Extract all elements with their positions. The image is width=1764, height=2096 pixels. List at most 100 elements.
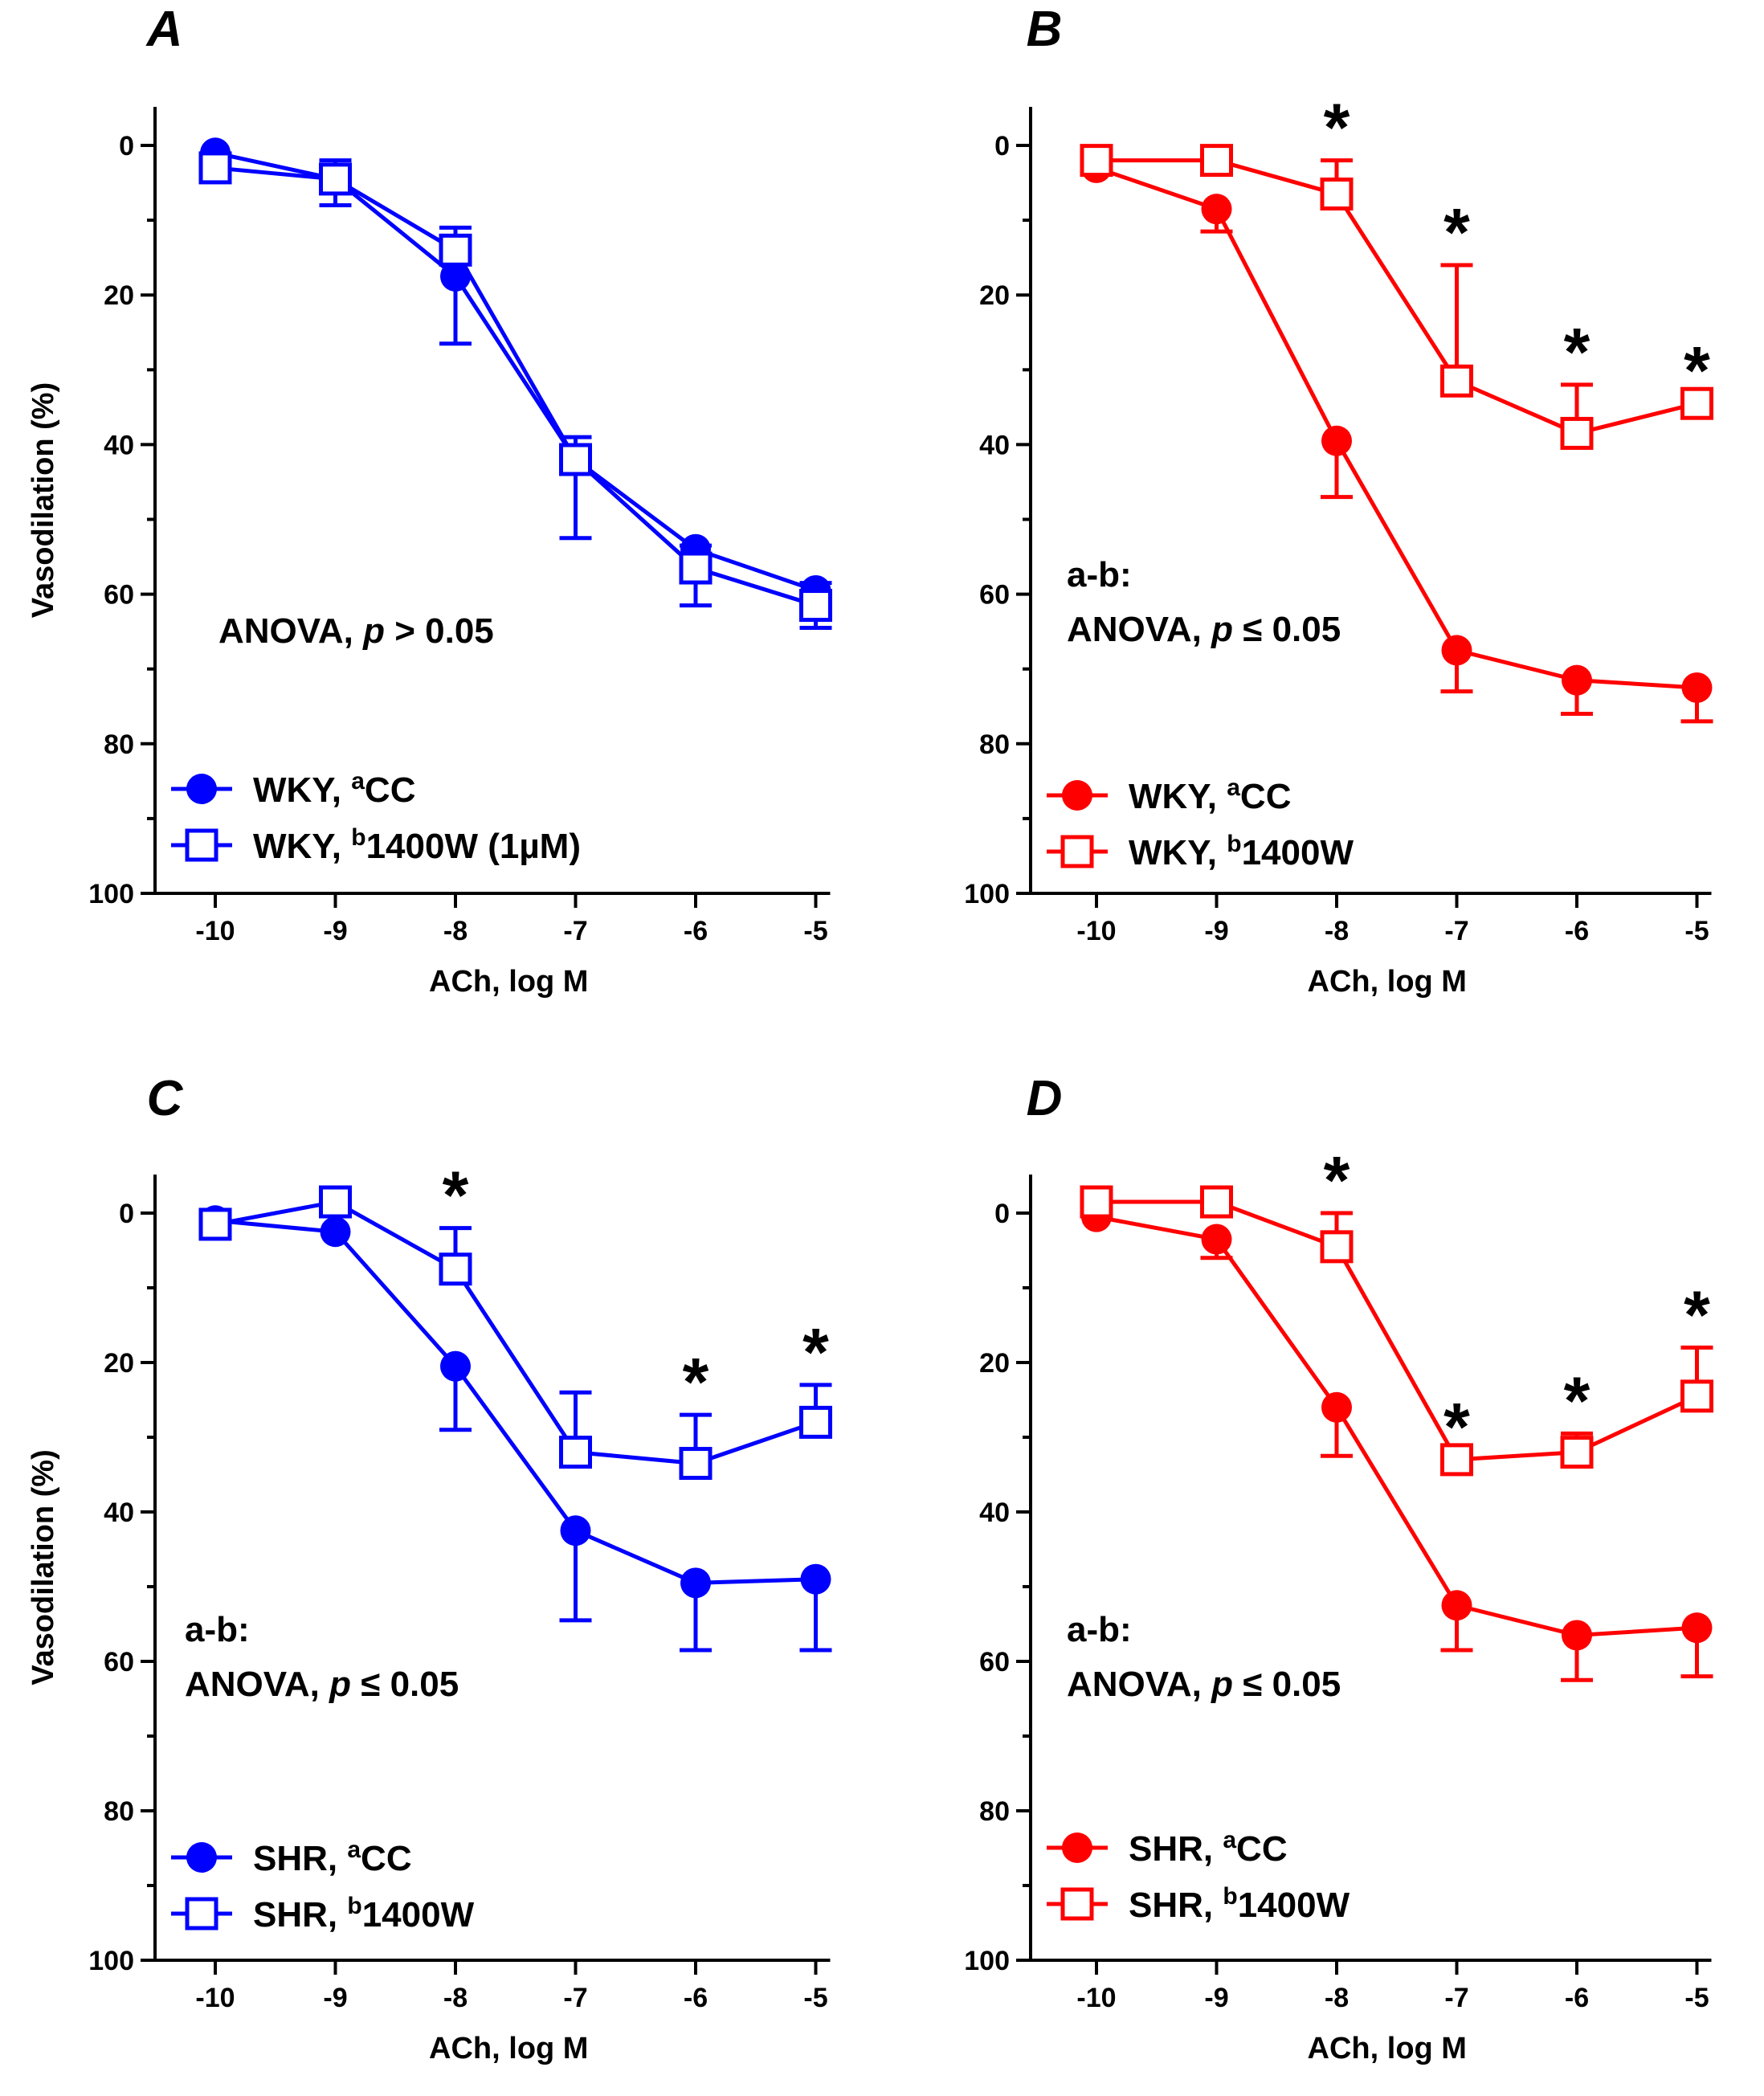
y-tick-label: 60 [979, 580, 1010, 611]
legend-marker [1060, 1887, 1094, 1921]
y-tick-label: 100 [964, 1946, 1010, 1976]
data-point [1680, 386, 1713, 420]
y-tick-label: 60 [979, 1647, 1010, 1677]
x-tick-label: -5 [1684, 916, 1709, 946]
legend-marker [1062, 1832, 1092, 1863]
series-line [214, 165, 817, 607]
data-point [679, 1447, 713, 1481]
x-tick-label: -9 [323, 916, 347, 946]
x-axis-label: ACh, log M [429, 2032, 588, 2065]
data-point [1440, 364, 1473, 398]
series-line [1096, 1199, 1698, 1462]
series-line [214, 150, 817, 593]
x-tick-label: -10 [195, 1983, 235, 2013]
y-tick-label: 0 [994, 131, 1010, 161]
y-tick-label: 20 [979, 1348, 1010, 1379]
legend-label: WKY, b1400W [1129, 831, 1354, 872]
y-tick-label: 0 [994, 1199, 1010, 1229]
significance-star: * [1324, 90, 1350, 165]
panel-letter: B [1027, 2, 1063, 57]
series-line [1096, 165, 1697, 690]
x-tick-label: -7 [563, 1983, 587, 2013]
data-point [439, 233, 472, 267]
y-tick-label: 40 [979, 1497, 1010, 1528]
data-point [198, 151, 232, 185]
series-cc [200, 1205, 832, 1653]
x-axis-label: ACh, log M [1308, 2032, 1467, 2065]
data-point [1080, 1185, 1113, 1219]
y-axis-label: Vasodilation (%) [27, 1449, 60, 1685]
legend-marker [185, 1897, 218, 1931]
anova-annotation: ANOVA, p > 0.05 [218, 611, 494, 651]
data-point [319, 162, 352, 196]
panel-D: D 0 20 40 60 80 100 -10 -9 -8 -7 -6 -5 ACh, log M * * * *… [964, 1071, 1713, 2065]
data-point [1681, 672, 1713, 703]
legend-marker [186, 774, 217, 804]
y-tick-label: 20 [104, 280, 134, 311]
panel-letter: D [1027, 1071, 1063, 1126]
data-point [799, 1405, 832, 1439]
y-tick-label: 40 [979, 430, 1010, 460]
data-point [1201, 1224, 1232, 1255]
data-point [439, 1252, 472, 1286]
data-point [320, 1216, 351, 1248]
y-tick-label: 60 [104, 580, 134, 611]
data-point [800, 1563, 831, 1595]
significance-star: * [683, 1344, 709, 1420]
series-line [214, 1218, 816, 1585]
data-point [1441, 1590, 1472, 1621]
data-point [560, 1515, 591, 1546]
data-point [1440, 1443, 1473, 1477]
annotation-prefix: a-b: [1067, 1610, 1132, 1649]
legend-label: SHR, aCC [253, 1837, 412, 1878]
y-tick-label: 20 [979, 280, 1010, 311]
series-line [1096, 1215, 1697, 1637]
x-tick-label: -9 [1204, 916, 1228, 946]
data-point [1562, 664, 1592, 696]
data-point [680, 1567, 711, 1599]
y-tick-label: 40 [104, 1497, 134, 1528]
data-point [1320, 178, 1354, 211]
anova-annotation: ANOVA, p ≤ 0.05 [185, 1665, 459, 1704]
legend-label: SHR, aCC [1129, 1827, 1288, 1869]
x-tick-label: -9 [323, 1983, 347, 2013]
significance-star: * [1684, 1277, 1710, 1352]
data-point [1200, 144, 1233, 178]
legend-item: SHR, b1400W [171, 1893, 475, 1935]
y-tick-label: 100 [88, 1946, 134, 1976]
data-point [559, 1436, 592, 1469]
series-cc [1081, 1201, 1713, 1682]
legend-item: WKY, b1400W [1047, 831, 1354, 872]
x-axis-label: ACh, log M [1308, 965, 1467, 999]
x-tick-label: -6 [684, 1983, 708, 2013]
data-point [440, 1350, 471, 1382]
legend-label: WKY, aCC [1129, 774, 1291, 816]
x-axis-label: ACh, log M [429, 965, 588, 999]
data-point [1200, 1185, 1233, 1219]
x-tick-label: -8 [443, 916, 468, 946]
data-point [1560, 1436, 1594, 1469]
y-tick-label: 0 [119, 1199, 134, 1229]
data-point [1320, 1230, 1354, 1264]
legend-item: SHR, aCC [171, 1837, 412, 1878]
data-point [1441, 635, 1472, 666]
anova-annotation: ANOVA, p ≤ 0.05 [1067, 1665, 1341, 1704]
legend-marker [1060, 835, 1094, 868]
x-tick-label: -10 [1076, 1983, 1116, 2013]
significance-star: * [443, 1158, 469, 1233]
annotation-prefix: a-b: [185, 1610, 250, 1649]
legend-label: SHR, b1400W [253, 1893, 475, 1935]
x-tick-label: -7 [1444, 916, 1468, 946]
legend-label: WKY, b1400W (1µM) [253, 824, 581, 866]
y-tick-label: 80 [979, 1796, 1010, 1827]
y-tick-label: 100 [964, 879, 1010, 909]
x-tick-label: -5 [1684, 1983, 1709, 2013]
significance-star: * [1443, 1389, 1470, 1465]
y-axis-label: Vasodilation (%) [27, 382, 60, 618]
panel-letter: A [145, 2, 183, 57]
panel-A: A 0 20 40 60 80 100 -10 -9 -8 -7 -6 -5 ACh, log M Vaso… [27, 2, 832, 999]
data-point [1201, 194, 1232, 225]
y-tick-label: 100 [88, 879, 134, 909]
data-point [198, 1207, 232, 1241]
